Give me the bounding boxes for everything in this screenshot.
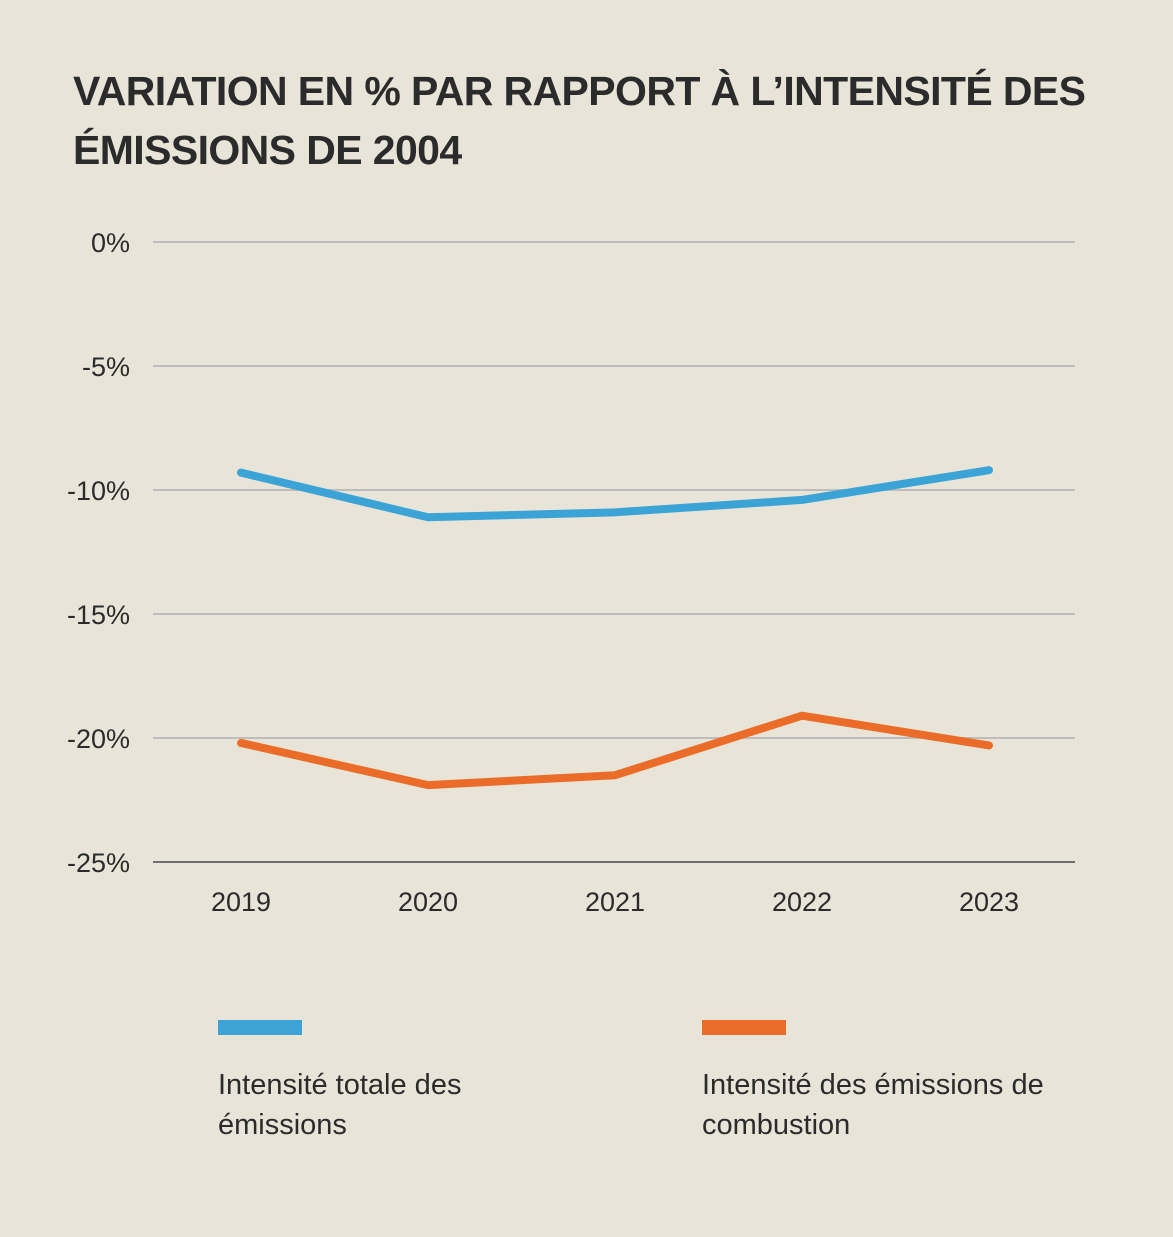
chart-title: VARIATION EN % PAR RAPPORT À L’INTENSITÉ… [73, 68, 1086, 173]
x-tick-label: 2019 [211, 887, 271, 917]
legend-swatch-total [218, 1020, 302, 1035]
legend-item-combustion: Intensité des émissions de combustion [702, 1020, 1062, 1145]
y-axis-ticks: 0% -5% -10% -15% -20% -25% [67, 228, 130, 878]
data-point [427, 516, 429, 518]
y-tick-label: -5% [82, 352, 130, 382]
gridlines [153, 241, 1075, 863]
series-line-total [237, 466, 993, 522]
x-axis-ticks: 2019 2020 2021 2022 2023 [211, 887, 1019, 917]
y-tick-label: -10% [67, 476, 130, 506]
legend-item-total: Intensité totale des émissions [218, 1020, 578, 1145]
data-point [614, 774, 616, 776]
legend-label-total: Intensité totale des émissions [218, 1069, 462, 1141]
y-tick-label: 0% [91, 228, 130, 258]
x-tick-label: 2020 [398, 887, 458, 917]
data-point [988, 469, 990, 471]
legend-label-combustion: Intensité des émissions de combustion [702, 1069, 1044, 1141]
x-tick-label: 2023 [959, 887, 1019, 917]
y-tick-label: -15% [67, 600, 130, 630]
legend-swatch-combustion [702, 1020, 786, 1035]
y-tick-label: -25% [67, 848, 130, 878]
x-tick-label: 2021 [585, 887, 645, 917]
data-point [427, 784, 429, 786]
y-tick-label: -20% [67, 724, 130, 754]
x-tick-label: 2022 [772, 887, 832, 917]
data-point [240, 742, 242, 744]
data-point [240, 472, 242, 474]
data-point [801, 715, 803, 717]
data-point [801, 499, 803, 501]
legend: Intensité totale des émissions Intensité… [0, 1020, 1173, 1170]
series-lines [237, 466, 993, 790]
data-point [614, 511, 616, 513]
data-point [988, 744, 990, 746]
chart-plot: 0%-5%-10%-15%-20%-25% 2019 2020 2021 2022 20… [67, 228, 1075, 917]
